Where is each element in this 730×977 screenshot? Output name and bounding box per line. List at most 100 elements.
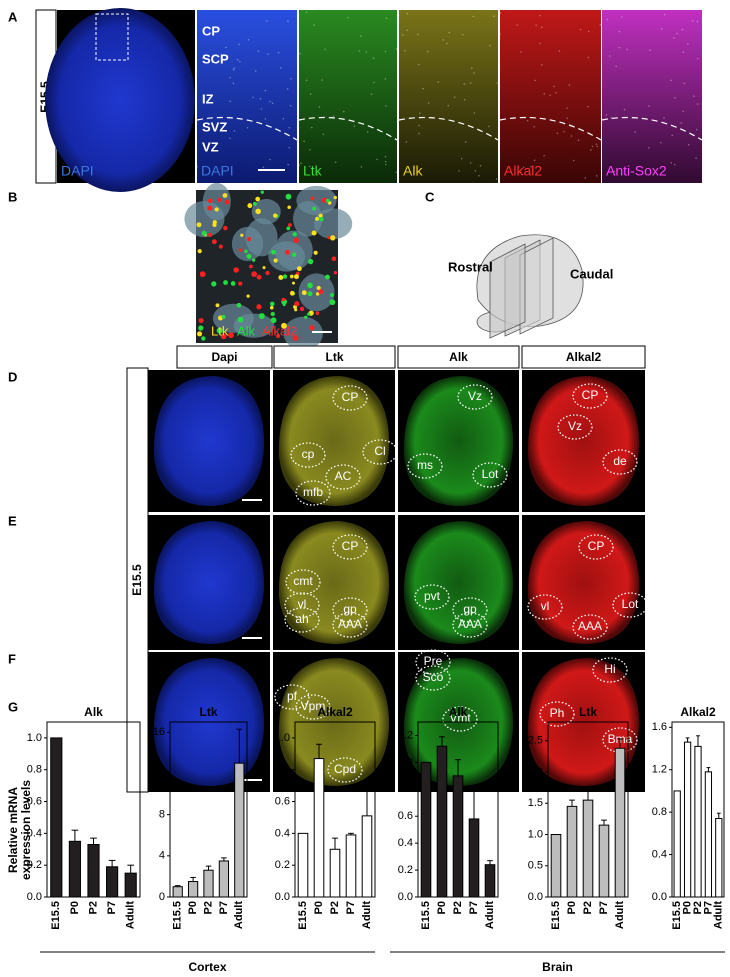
y-tick-label: 0.8 <box>275 764 290 776</box>
speckle <box>372 57 375 60</box>
x-tick-label: P7 <box>598 901 610 914</box>
speckle <box>460 157 463 160</box>
transcript <box>256 304 262 310</box>
speckle <box>478 174 480 177</box>
transcript <box>197 331 203 337</box>
nucleus <box>251 199 281 225</box>
speckle <box>254 70 257 72</box>
section <box>45 8 195 192</box>
speckle <box>233 67 236 70</box>
speckle <box>384 155 387 158</box>
x-tick-label: P7 <box>345 901 357 914</box>
error-bar <box>471 787 477 819</box>
transcript <box>223 225 228 231</box>
region-outline <box>572 614 608 640</box>
nucleus <box>296 185 337 215</box>
tissue <box>500 10 601 183</box>
speckle <box>670 79 672 82</box>
column-header: Ltk <box>326 350 344 364</box>
panel-label: A <box>8 9 18 24</box>
transcript <box>255 196 261 202</box>
x-tick-label: E15.5 <box>420 901 432 930</box>
region-label: Vpm <box>301 699 326 713</box>
nucleus <box>298 273 335 312</box>
transcript <box>220 333 227 340</box>
transcript <box>292 335 299 341</box>
channel-label: Alkal2 <box>504 163 542 179</box>
x-tick-label: E15.5 <box>550 901 562 930</box>
speckle <box>479 164 482 167</box>
error-bar <box>439 736 445 747</box>
transcript <box>236 302 242 308</box>
speckle <box>229 100 232 103</box>
error-bar <box>706 767 711 772</box>
speckle <box>673 37 675 39</box>
chart-title: Alk <box>84 705 103 719</box>
transcript <box>216 327 223 334</box>
error-bar <box>601 819 607 826</box>
speckle <box>321 79 323 81</box>
nucleus <box>313 208 353 240</box>
y-tick-label: 1.6 <box>652 721 667 733</box>
error-bar <box>221 857 227 861</box>
speckle <box>309 165 311 168</box>
error-bar <box>236 728 243 764</box>
transcript <box>315 311 320 316</box>
column-header: Alk <box>449 350 468 364</box>
column-header-box <box>521 345 646 369</box>
speckle <box>282 117 285 120</box>
speckle <box>259 97 262 100</box>
x-tick-label: P2 <box>329 901 341 914</box>
transcript <box>237 316 244 323</box>
error-bar <box>487 860 493 865</box>
region-outline <box>327 757 363 783</box>
transcript <box>198 325 204 331</box>
transcript <box>287 205 291 209</box>
speckle <box>305 79 308 82</box>
y-tick-label: 0.0 <box>27 891 42 903</box>
bar <box>715 818 723 898</box>
column-header-box <box>397 345 520 369</box>
speckle <box>563 130 565 133</box>
panel-label: F <box>8 651 16 666</box>
region-label: AAA <box>338 617 362 631</box>
bar <box>313 758 325 898</box>
group-label: Brain <box>542 960 573 974</box>
region-outline <box>295 480 331 506</box>
region-label: pvt <box>424 589 441 603</box>
bar <box>694 745 702 898</box>
transcript <box>316 285 321 291</box>
bar <box>673 790 681 898</box>
speckle <box>516 24 519 26</box>
speckle <box>470 67 473 70</box>
speckle <box>463 83 466 85</box>
speckle <box>232 82 235 85</box>
y-tick-label: 2.5 <box>528 735 543 747</box>
speckle <box>269 100 271 103</box>
transcript <box>240 233 244 237</box>
speckle <box>496 82 499 84</box>
bar <box>329 848 341 898</box>
speckle <box>696 20 699 23</box>
transcript <box>197 249 202 254</box>
x-tick-label: P7 <box>702 901 714 914</box>
x-tick-label: P0 <box>682 901 694 914</box>
speckle <box>417 63 420 66</box>
chart-title: Alkal2 <box>317 705 353 719</box>
speckle <box>384 50 387 53</box>
speckle <box>682 110 684 113</box>
speckle <box>208 97 211 99</box>
transcript <box>282 303 286 307</box>
error-bar <box>127 864 135 874</box>
column-header: Alkal2 <box>566 350 602 364</box>
speckle <box>696 57 699 60</box>
speckle <box>406 29 408 31</box>
panel-label: B <box>8 189 17 204</box>
region-outline <box>592 657 628 683</box>
bar <box>704 771 713 898</box>
speckle <box>448 31 451 34</box>
bar <box>566 805 578 898</box>
bar <box>598 824 610 898</box>
region-label: pf <box>287 689 298 703</box>
x-tick-label: E15.5 <box>172 901 184 930</box>
